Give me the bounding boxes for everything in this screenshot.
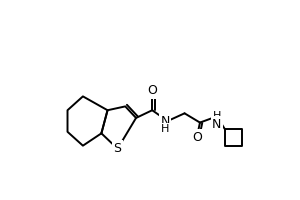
Text: O: O <box>147 84 157 97</box>
Text: O: O <box>192 131 202 144</box>
Text: H: H <box>161 124 170 134</box>
Text: H: H <box>213 111 221 121</box>
Text: N: N <box>212 118 222 131</box>
Text: N: N <box>160 115 170 128</box>
Text: S: S <box>114 142 122 155</box>
